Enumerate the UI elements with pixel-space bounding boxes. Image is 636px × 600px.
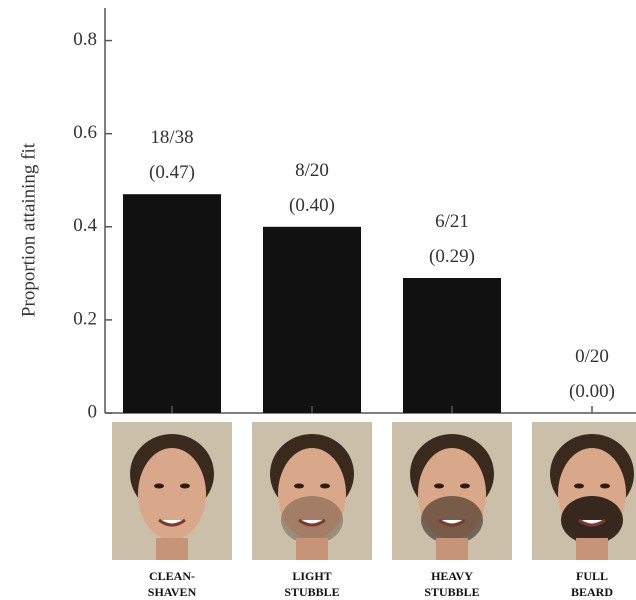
face bbox=[138, 448, 206, 540]
neck bbox=[156, 538, 188, 560]
eye bbox=[460, 483, 470, 489]
y-tick-label: 0.6 bbox=[73, 122, 97, 143]
mouth bbox=[438, 518, 466, 527]
mouth bbox=[158, 518, 186, 527]
bar bbox=[123, 194, 221, 413]
y-tick-label: 0 bbox=[88, 401, 98, 422]
x-tick-label: LIGHT STUBBLE bbox=[284, 569, 339, 599]
x-tick-label: FULL BEARD bbox=[571, 569, 613, 599]
x-tick-label: HEAVY STUBBLE bbox=[424, 569, 479, 599]
neck bbox=[296, 538, 328, 560]
face-photo bbox=[252, 422, 372, 560]
y-tick-label: 0.2 bbox=[73, 308, 97, 329]
bar bbox=[263, 226, 361, 413]
face-photo bbox=[532, 422, 636, 560]
eye bbox=[434, 483, 444, 489]
y-axis-label: Proportion attaining fit bbox=[18, 142, 39, 317]
mouth bbox=[578, 518, 606, 527]
y-tick-label: 0.4 bbox=[73, 215, 97, 236]
x-tick-label: CLEAN-SHAVEN bbox=[148, 569, 197, 599]
value-label: 6/21 (0.29) bbox=[429, 211, 475, 267]
mouth bbox=[298, 518, 326, 527]
face-photo bbox=[112, 422, 232, 560]
value-label: 8/20 (0.40) bbox=[289, 160, 335, 216]
eye bbox=[574, 483, 584, 489]
y-tick-label: 0.8 bbox=[73, 29, 97, 50]
eye bbox=[294, 483, 304, 489]
eye bbox=[154, 483, 164, 489]
eye bbox=[180, 483, 190, 489]
eye bbox=[600, 483, 610, 489]
neck bbox=[576, 538, 608, 560]
face-photo bbox=[392, 422, 512, 560]
eye bbox=[320, 483, 330, 489]
neck bbox=[436, 538, 468, 560]
face bbox=[278, 448, 346, 540]
value-label: 18/38 (0.47) bbox=[149, 128, 195, 184]
value-label: 0/20 (0.00) bbox=[569, 346, 615, 402]
bar bbox=[403, 278, 501, 413]
